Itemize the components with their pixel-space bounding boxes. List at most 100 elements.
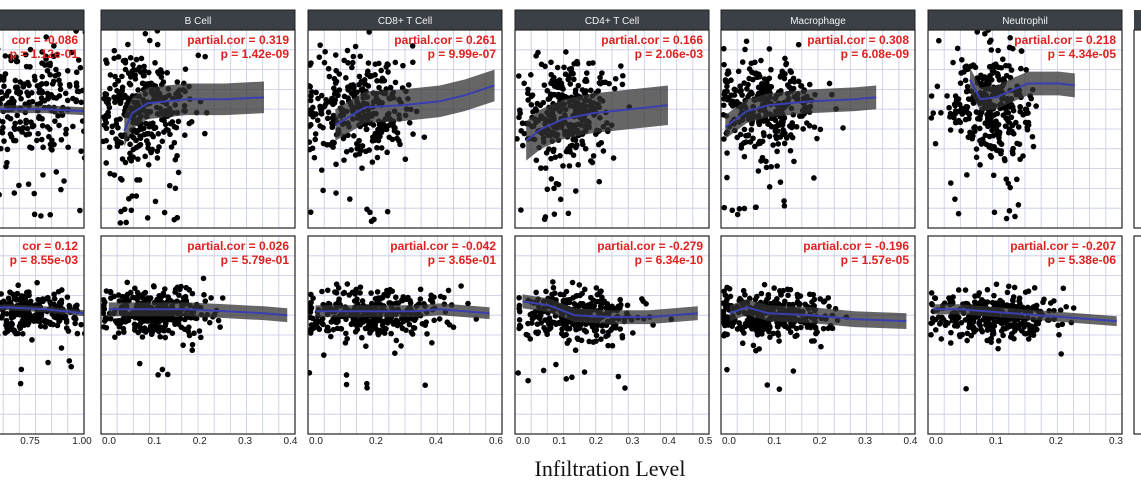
data-point [25, 292, 32, 299]
data-point [417, 286, 424, 293]
data-point [741, 126, 748, 133]
data-point [780, 320, 787, 327]
data-point [597, 74, 603, 81]
data-point [533, 157, 540, 164]
data-point [963, 385, 969, 392]
x-tick-label: 0.1 [989, 436, 1003, 447]
strip-background [0, 9, 85, 31]
data-point [103, 160, 110, 166]
data-point [352, 291, 358, 297]
data-point [107, 170, 113, 177]
data-point [953, 119, 960, 126]
data-point [308, 121, 314, 128]
data-point [544, 186, 551, 193]
data-point [724, 366, 730, 373]
data-point [101, 138, 106, 145]
data-point [528, 72, 534, 78]
data-point [588, 87, 594, 94]
data-point [317, 103, 323, 110]
data-point [112, 73, 118, 80]
data-point [421, 134, 428, 140]
data-point [598, 288, 604, 294]
data-point [39, 49, 45, 55]
data-point [557, 94, 564, 101]
data-point [410, 59, 416, 66]
data-point [22, 51, 29, 58]
data-point [759, 331, 765, 337]
data-point [519, 120, 526, 127]
data-point [24, 125, 31, 132]
x-tick-label: 0.2 [1049, 436, 1063, 447]
data-point [1031, 328, 1037, 334]
data-point [53, 169, 60, 175]
data-point [609, 342, 616, 349]
data-point [103, 125, 110, 132]
data-point [160, 292, 167, 299]
data-point [950, 314, 957, 321]
data-point [374, 78, 380, 84]
data-point [159, 138, 166, 145]
data-point [543, 288, 549, 295]
data-point [429, 299, 436, 306]
data-point [25, 181, 32, 187]
data-point [813, 330, 819, 337]
data-point [127, 141, 133, 148]
data-point [744, 86, 750, 92]
data-point [730, 319, 737, 326]
data-point [786, 84, 793, 90]
data-point [568, 65, 575, 72]
data-point [755, 74, 762, 80]
data-point [136, 64, 143, 71]
data-point [139, 334, 146, 340]
data-point [417, 296, 424, 302]
data-point [560, 292, 567, 298]
data-point [552, 91, 558, 98]
data-point [72, 320, 78, 327]
data-point [963, 107, 970, 113]
data-point [345, 60, 351, 66]
data-point [44, 318, 51, 325]
data-point [202, 298, 209, 304]
data-point [202, 316, 208, 322]
data-point [325, 65, 332, 72]
data-point [721, 288, 727, 295]
data-point [326, 73, 333, 80]
x-tick-label: 1.00 [72, 436, 92, 447]
data-point [127, 81, 134, 88]
data-point [820, 299, 827, 305]
data-point [991, 112, 998, 118]
plot-border [307, 29, 503, 229]
data-point [741, 330, 747, 336]
correlation-label: partial.cor = 0.319 [187, 33, 289, 47]
data-point [143, 131, 150, 137]
data-point [1057, 307, 1064, 313]
data-point [49, 137, 55, 144]
data-point [153, 316, 160, 322]
data-point [724, 150, 730, 156]
data-point [984, 76, 990, 83]
data-point [58, 186, 64, 193]
data-point [359, 298, 366, 304]
data-point [338, 325, 344, 332]
data-point [20, 83, 27, 90]
data-point [143, 138, 150, 144]
data-point [1015, 202, 1022, 208]
data-point [794, 332, 800, 339]
data-point [356, 81, 362, 88]
data-point [928, 290, 935, 296]
data-point [14, 84, 20, 90]
data-point [802, 301, 808, 308]
data-point [356, 137, 362, 144]
data-point [783, 61, 789, 68]
data-point [44, 61, 50, 68]
data-point [388, 318, 394, 324]
data-point [1030, 332, 1037, 338]
data-point [189, 341, 196, 348]
data-point [165, 294, 171, 300]
data-point [343, 148, 350, 155]
data-point [340, 135, 347, 142]
data-point [747, 323, 754, 329]
data-point [993, 118, 999, 125]
data-point [318, 92, 325, 99]
data-point [107, 85, 113, 92]
